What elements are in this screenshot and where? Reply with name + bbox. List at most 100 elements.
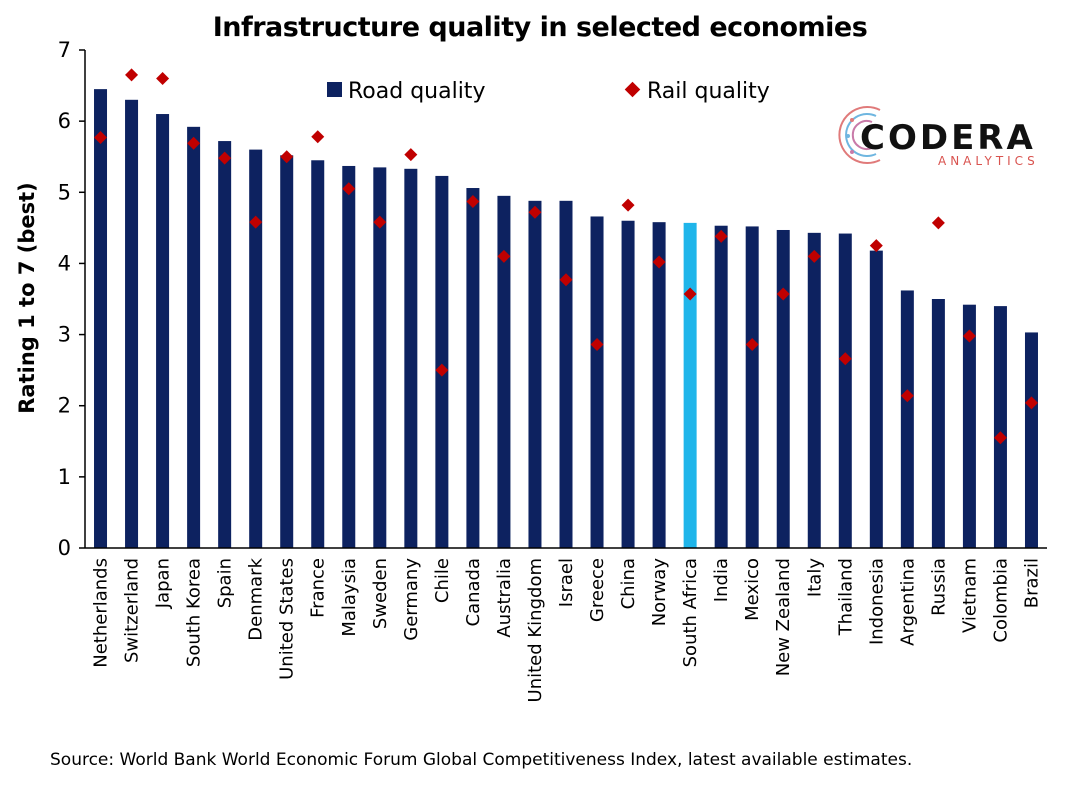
road-bar-south-korea — [187, 126, 201, 548]
road-bar-norway — [652, 222, 666, 549]
x-tick-label-italy: Italy — [804, 558, 825, 597]
y-tick-label-7: 7 — [58, 38, 71, 62]
road-bar-italy — [807, 232, 821, 548]
x-tick-label-netherlands: Netherlands — [91, 558, 112, 668]
x-tick-label-germany: Germany — [401, 558, 422, 641]
x-tick-label-thailand: Thailand — [835, 558, 856, 636]
rail-marker-brazil — [1024, 396, 1038, 410]
x-tick-label-switzerland: Switzerland — [122, 558, 143, 663]
x-tick-label-chile: Chile — [432, 558, 453, 603]
x-tick-label-south-korea: South Korea — [184, 558, 205, 667]
road-bar-mexico — [745, 226, 759, 548]
x-tick-label-indonesia: Indonesia — [866, 558, 887, 645]
y-tick-label-6: 6 — [58, 109, 71, 133]
x-tick-label-colombia: Colombia — [990, 558, 1011, 643]
legend-rail-label: Rail quality — [647, 79, 770, 104]
road-bar-canada — [466, 188, 480, 548]
source-note: Source: World Bank World Economic Forum … — [50, 750, 913, 770]
road-bar-india — [714, 225, 728, 548]
rail-marker-netherlands — [94, 131, 108, 145]
x-labels: Netherlands Switzerland Japan South Korea Sp… — [91, 557, 1043, 702]
legend: Road quality Rail quality — [327, 79, 770, 104]
logo-subtitle: ANALYTICS — [938, 154, 1039, 168]
y-tick-label-2: 2 — [58, 394, 71, 418]
rail-marker-united-states — [280, 150, 294, 164]
x-tick-label-united-states: United States — [277, 558, 298, 680]
road-bar-chile — [435, 175, 449, 549]
rail-marker-greece — [590, 338, 604, 352]
x-tick-label-united-kingdom: United Kingdom — [525, 558, 546, 702]
legend-road-label: Road quality — [348, 79, 485, 104]
x-tick-label-greece: Greece — [587, 558, 608, 622]
x-tick-label-vietnam: Vietnam — [959, 558, 980, 633]
road-bar-spain — [218, 141, 232, 548]
rail-marker-india — [714, 229, 728, 243]
x-tick-label-canada: Canada — [463, 558, 484, 627]
road-bar-china — [621, 220, 635, 549]
road-bar-united-kingdom — [528, 200, 542, 548]
rail-marker-sweden — [373, 215, 387, 229]
rail-marker-vietnam — [962, 329, 976, 343]
road-bar-indonesia — [869, 250, 883, 548]
rail-marker-united-kingdom — [528, 205, 542, 219]
rail-marker-switzerland — [125, 68, 139, 82]
x-tick-label-china: China — [618, 558, 639, 609]
rail-marker-indonesia — [869, 239, 883, 253]
rail-marker-argentina — [900, 389, 914, 403]
rail-marker-israel — [559, 273, 573, 287]
road-bar-netherlands — [94, 89, 108, 548]
rail-marker-china — [621, 198, 635, 212]
y-tick-label-5: 5 — [58, 180, 71, 204]
rail-marker-australia — [497, 249, 511, 263]
rail-marker-chile — [435, 363, 449, 377]
axes-layer — [84, 50, 1047, 549]
y-tick-label-4: 4 — [58, 251, 71, 275]
rail-marker-south-korea — [187, 136, 201, 150]
road-bar-malaysia — [342, 165, 356, 548]
rail-marker-japan — [156, 71, 170, 85]
rail-marker-thailand — [838, 352, 852, 366]
y-tick-label-0: 0 — [58, 536, 71, 560]
rail-marker-spain — [218, 151, 232, 165]
road-bar-vietnam — [962, 304, 976, 548]
rail-marker-germany — [404, 148, 418, 162]
rail-marker-france — [311, 130, 325, 144]
rail-marker-colombia — [993, 431, 1007, 445]
x-tick-label-france: France — [308, 558, 329, 618]
road-bar-new-zealand — [776, 229, 790, 549]
rail-marker-new-zealand — [776, 287, 790, 301]
x-tick-label-mexico: Mexico — [742, 558, 763, 621]
road-bar-thailand — [838, 233, 852, 549]
rail-marker-mexico — [745, 338, 759, 352]
road-bar-australia — [497, 195, 511, 548]
x-tick-label-sweden: Sweden — [370, 558, 391, 629]
road-bar-brazil — [1024, 332, 1038, 548]
chart-title: Infrastructure quality in selected econo… — [212, 12, 868, 43]
x-tick-label-spain: Spain — [215, 558, 236, 608]
y-tick-label-1: 1 — [58, 465, 71, 489]
logo-wordmark: CODERA — [860, 118, 1036, 158]
rail-marker-denmark — [249, 215, 263, 229]
rail-marker-norway — [652, 255, 666, 269]
x-tick-label-norway: Norway — [649, 558, 670, 627]
x-tick-label-malaysia: Malaysia — [339, 558, 360, 637]
codera-logo-mark — [838, 106, 881, 164]
road-bar-colombia — [993, 306, 1007, 548]
x-tick-label-israel: Israel — [556, 558, 577, 607]
rail-marker-italy — [807, 249, 821, 263]
x-tick-label-denmark: Denmark — [246, 557, 267, 640]
x-tick-label-argentina: Argentina — [897, 558, 918, 646]
rail-marker-russia — [931, 216, 945, 230]
road-bar-israel — [559, 200, 573, 548]
x-tick-label-japan: Japan — [153, 558, 174, 609]
rail-marker-south-africa — [683, 287, 697, 301]
road-bar-germany — [404, 168, 418, 548]
road-bar-united-states — [280, 155, 294, 549]
codera-logo: CODERA ANALYTICS — [838, 106, 1039, 168]
road-bar-japan — [156, 114, 170, 548]
legend-rail-swatch — [624, 81, 641, 98]
bars-layer — [94, 89, 1038, 549]
x-tick-label-australia: Australia — [494, 558, 515, 638]
legend-road-swatch — [327, 82, 342, 97]
